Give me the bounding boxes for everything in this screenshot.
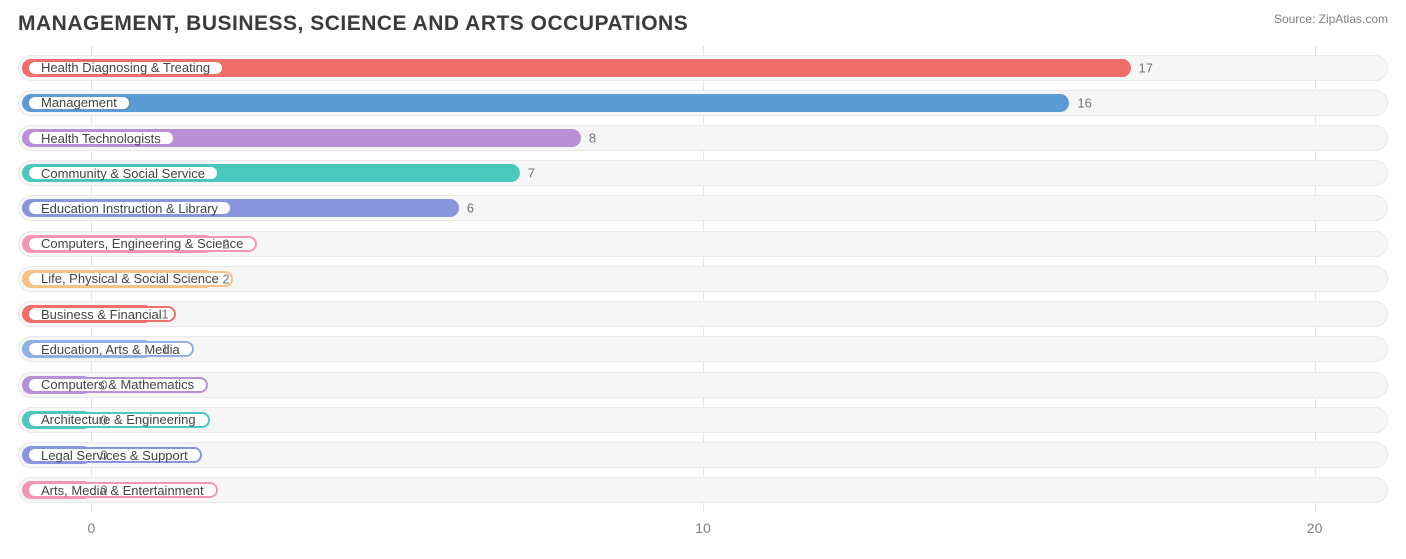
bar-track: Architecture & Engineering0 xyxy=(18,407,1388,433)
bar-track: Legal Services & Support0 xyxy=(18,442,1388,468)
bar-label-pill: Management xyxy=(27,95,131,111)
bar-value: 0 xyxy=(100,377,107,392)
bar-label-pill: Business & Financial xyxy=(27,306,176,322)
x-tick-label: 0 xyxy=(87,520,95,536)
chart-container: MANAGEMENT, BUSINESS, SCIENCE AND ARTS O… xyxy=(0,0,1406,559)
bar-label-pill: Legal Services & Support xyxy=(27,447,202,463)
bar-track: Life, Physical & Social Science2 xyxy=(18,266,1388,292)
chart-title: MANAGEMENT, BUSINESS, SCIENCE AND ARTS O… xyxy=(18,12,688,36)
bar-track: Education, Arts & Media1 xyxy=(18,336,1388,362)
bar-row: Architecture & Engineering0 xyxy=(18,406,1388,434)
header: MANAGEMENT, BUSINESS, SCIENCE AND ARTS O… xyxy=(18,12,1388,36)
bar-row: Education Instruction & Library 6 xyxy=(18,194,1388,222)
bar-value: 1 xyxy=(161,342,168,357)
bar-track: Community & Social Service 7 xyxy=(18,160,1388,186)
bar-label-pill: Arts, Media & Entertainment xyxy=(27,482,218,498)
bar-value: 0 xyxy=(100,412,107,427)
bar-row: Computers, Engineering & Science2 xyxy=(18,230,1388,258)
x-tick-label: 10 xyxy=(695,520,711,536)
bar-label-pill: Health Technologists xyxy=(27,130,175,146)
bar-row: Community & Social Service 7 xyxy=(18,159,1388,187)
bar-value: 0 xyxy=(100,448,107,463)
source-label: Source: xyxy=(1274,12,1315,26)
bar-value: 1 xyxy=(161,307,168,322)
bar-track: Computers & Mathematics0 xyxy=(18,372,1388,398)
bar-row: Life, Physical & Social Science2 xyxy=(18,265,1388,293)
bar-row: Computers & Mathematics0 xyxy=(18,371,1388,399)
bar-track: Education Instruction & Library 6 xyxy=(18,195,1388,221)
bar-track: Business & Financial1 xyxy=(18,301,1388,327)
bar-row: Legal Services & Support0 xyxy=(18,441,1388,469)
bar-value: 2 xyxy=(222,236,229,251)
bar-value: 16 xyxy=(1077,95,1091,110)
bar-label-pill: Education, Arts & Media xyxy=(27,341,194,357)
bar-value: 2 xyxy=(222,271,229,286)
bar-track: Computers, Engineering & Science2 xyxy=(18,231,1388,257)
bar-track: Health Diagnosing & Treating 17 xyxy=(18,55,1388,81)
bar-label-pill: Life, Physical & Social Science xyxy=(27,271,233,287)
bar-label-pill: Computers & Mathematics xyxy=(27,377,208,393)
x-tick-label: 20 xyxy=(1307,520,1323,536)
bar-row: Business & Financial1 xyxy=(18,300,1388,328)
bar-value: 8 xyxy=(589,131,596,146)
source-site: ZipAtlas.com xyxy=(1319,12,1388,26)
bar-value: 0 xyxy=(100,483,107,498)
source-attribution: Source: ZipAtlas.com xyxy=(1274,12,1388,28)
bar-track: Arts, Media & Entertainment0 xyxy=(18,477,1388,503)
bar-value: 7 xyxy=(528,166,535,181)
bar-row: Management 16 xyxy=(18,89,1388,117)
bar-row: Education, Arts & Media1 xyxy=(18,335,1388,363)
bar-row: Health Technologists 8 xyxy=(18,124,1388,152)
bar-fill xyxy=(22,94,1069,112)
bar-value: 17 xyxy=(1139,60,1153,75)
bar-label-pill: Community & Social Service xyxy=(27,165,219,181)
bar-row: Health Diagnosing & Treating 17 xyxy=(18,54,1388,82)
bar-value: 6 xyxy=(467,201,474,216)
bar-track: Health Technologists 8 xyxy=(18,125,1388,151)
bar-label-pill: Health Diagnosing & Treating xyxy=(27,60,224,76)
bar-label-pill: Education Instruction & Library xyxy=(27,200,232,216)
bars-group: Health Diagnosing & Treating17Management… xyxy=(18,46,1388,512)
bar-label-pill: Architecture & Engineering xyxy=(27,412,210,428)
bar-track: Management 16 xyxy=(18,90,1388,116)
chart-area: Health Diagnosing & Treating17Management… xyxy=(18,46,1388,536)
bar-row: Arts, Media & Entertainment0 xyxy=(18,476,1388,504)
